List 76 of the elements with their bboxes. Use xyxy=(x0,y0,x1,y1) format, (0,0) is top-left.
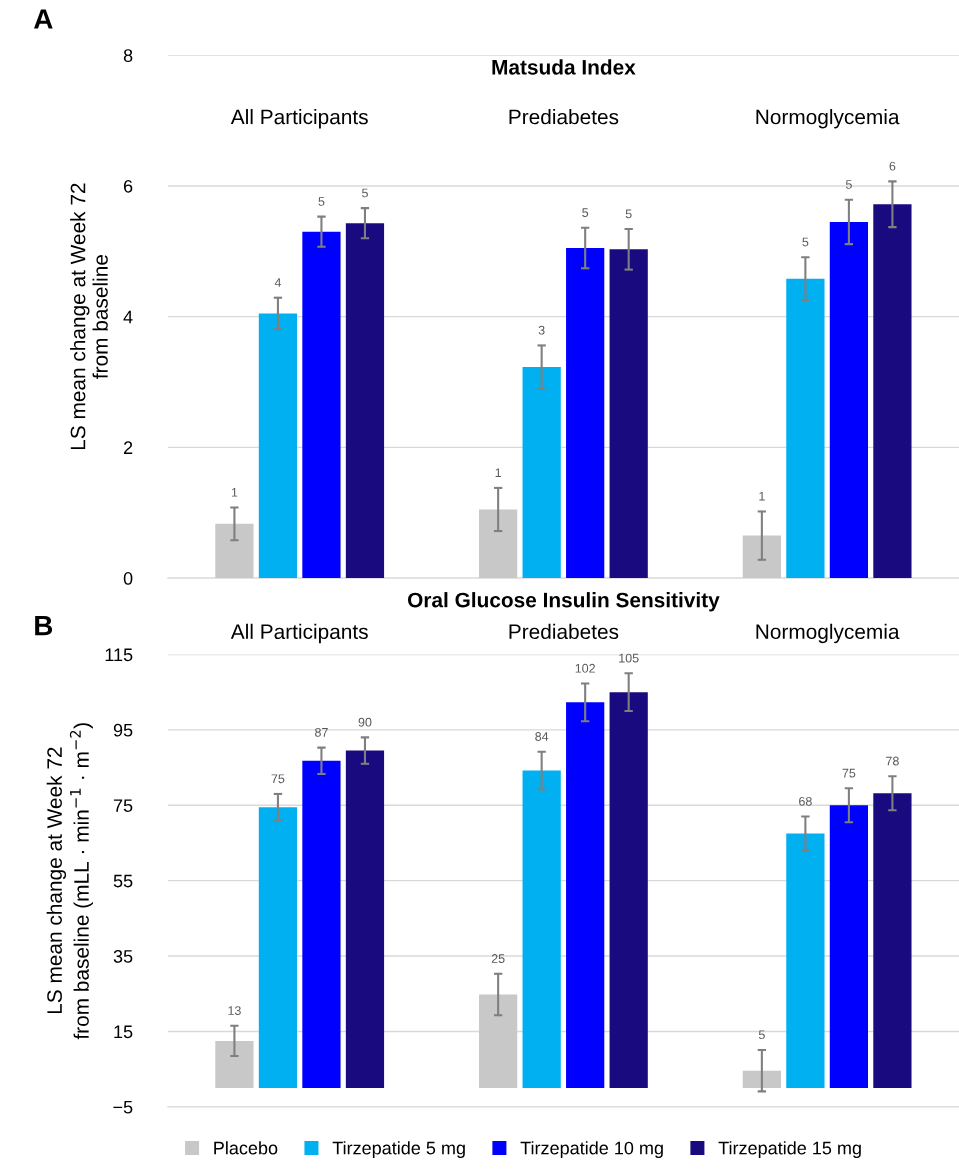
data-label: 75 xyxy=(842,768,856,778)
bar xyxy=(215,1040,254,1088)
bar xyxy=(609,249,648,579)
x-tick-label: All Participants xyxy=(230,109,368,129)
data-label: 90 xyxy=(358,717,372,727)
y-tick-label: −5 xyxy=(113,1100,133,1114)
x-tick-label: Prediabetes xyxy=(509,623,619,640)
legend-label: Placebo xyxy=(214,1141,278,1155)
y-tick-label: 8 xyxy=(123,49,133,62)
y-tick-label: 115 xyxy=(105,648,133,662)
bar xyxy=(786,278,825,579)
y-tick-label: 0 xyxy=(123,572,133,585)
data-label: 4 xyxy=(274,278,282,287)
y-axis-title: LS mean change at Week 72 from baseline xyxy=(70,183,108,450)
data-label: 1 xyxy=(231,487,238,497)
chart-title: Oral Glucose Insulin Sensitivity xyxy=(407,592,720,612)
y-tick-label: 6 xyxy=(123,179,133,193)
data-label: 3 xyxy=(538,325,545,335)
x-tick-label: All Participants xyxy=(230,623,368,644)
data-label: 78 xyxy=(886,756,899,766)
legend-label: Tirzepatide 5 mg xyxy=(332,1141,465,1159)
legend-label: Tirzepatide 15 mg xyxy=(718,1141,861,1159)
data-label: 25 xyxy=(491,954,505,963)
x-tick-label: Prediabetes xyxy=(509,109,619,125)
bar xyxy=(215,523,254,579)
text: A xyxy=(34,9,53,29)
y-tick-label: 55 xyxy=(113,874,133,888)
data-label: 5 xyxy=(625,209,632,219)
bar xyxy=(345,223,385,579)
data-label: 1 xyxy=(759,491,765,501)
bar xyxy=(786,833,825,1088)
bar xyxy=(873,204,912,579)
data-label: 6 xyxy=(889,161,896,171)
y-tick-label: 2 xyxy=(123,441,133,454)
bar xyxy=(829,221,869,579)
bar xyxy=(302,760,341,1088)
x-tick-label: Normoglycemia xyxy=(756,109,900,129)
data-label: 5 xyxy=(582,208,589,217)
bar xyxy=(742,535,781,579)
bar xyxy=(258,807,298,1088)
y-tick-label: 35 xyxy=(113,949,133,963)
bar xyxy=(522,770,561,1088)
data-label: 75 xyxy=(271,774,285,784)
bar xyxy=(522,366,561,579)
text: B xyxy=(35,616,53,636)
data-label: 68 xyxy=(799,796,812,806)
y-tick-label: 4 xyxy=(123,310,133,324)
y-tick-label: 95 xyxy=(113,723,133,737)
bar xyxy=(873,793,912,1088)
data-label: 5 xyxy=(361,188,368,198)
bar xyxy=(345,750,385,1088)
x-tick-label: Normoglycemia xyxy=(756,623,900,644)
bar xyxy=(829,805,869,1088)
data-label: 5 xyxy=(802,237,809,247)
data-label: 5 xyxy=(318,197,325,206)
data-label: 102 xyxy=(575,663,595,673)
data-label: 87 xyxy=(315,727,328,737)
bar xyxy=(479,509,518,579)
bar xyxy=(302,231,341,579)
bar xyxy=(258,313,298,579)
data-label: 5 xyxy=(758,1030,765,1040)
y-tick-label: 15 xyxy=(114,1025,133,1039)
data-label: 84 xyxy=(535,732,549,741)
bar xyxy=(742,1070,781,1088)
legend-label: Tirzepatide 10 mg xyxy=(520,1141,663,1159)
data-label: 5 xyxy=(845,180,852,189)
y-axis-title: LS mean change at Week 72 from baseline (mLL · min$^{−1}$ · m$^{−2}$) xyxy=(46,723,93,1040)
data-label: 1 xyxy=(495,468,502,477)
bar xyxy=(479,994,518,1088)
bar xyxy=(609,692,648,1088)
bar xyxy=(566,248,605,579)
y-tick-label: 75 xyxy=(113,799,133,812)
chart-title: Matsuda Index xyxy=(492,59,636,75)
bar xyxy=(566,702,605,1088)
data-label: 105 xyxy=(619,653,639,663)
data-label: 13 xyxy=(228,1006,241,1015)
